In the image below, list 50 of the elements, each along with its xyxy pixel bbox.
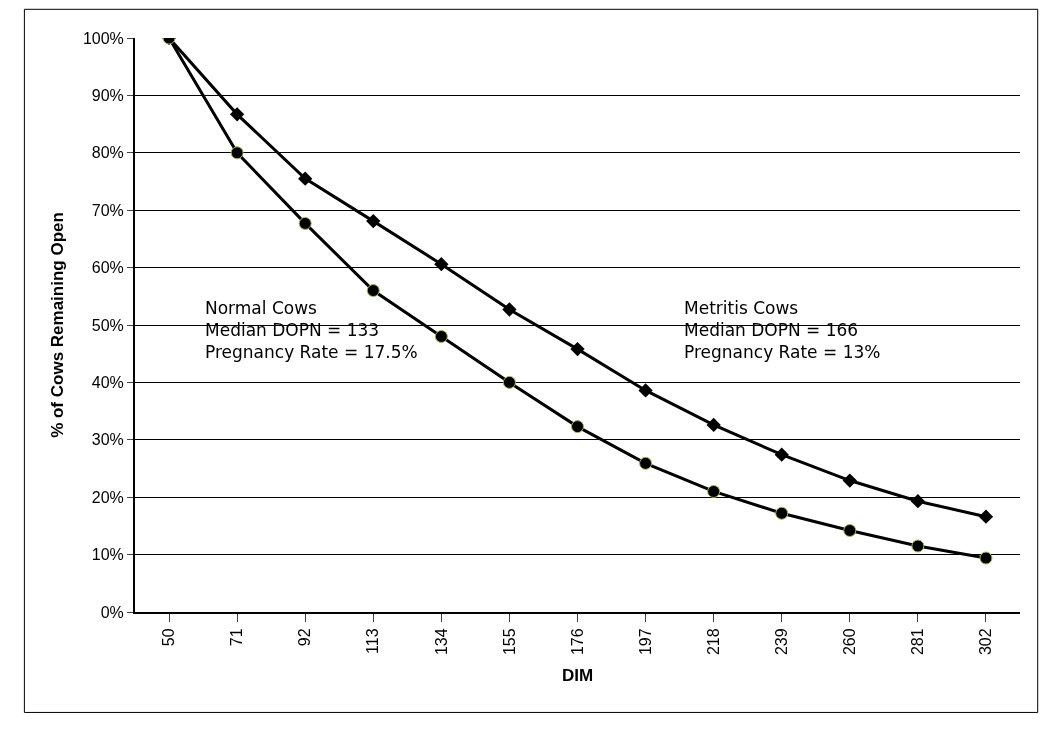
point	[366, 284, 380, 298]
y-tick-label: 80%	[91, 144, 124, 162]
x-tick-label: 92	[296, 628, 314, 647]
point	[298, 171, 313, 186]
point	[639, 456, 653, 470]
point	[843, 523, 857, 537]
point	[229, 107, 245, 122]
y-tick-label: 30%	[91, 431, 124, 449]
x-tick-label: 50	[160, 628, 178, 647]
point	[775, 506, 789, 520]
point	[842, 473, 857, 488]
point	[978, 509, 994, 524]
point	[571, 420, 584, 434]
x-tick-label: 302	[977, 628, 995, 656]
point	[638, 383, 653, 398]
point	[911, 539, 925, 553]
y-tick-label: 100%	[82, 29, 124, 47]
x-tick-label: 281	[909, 628, 927, 656]
y-tick-label: 60%	[91, 259, 124, 277]
x-tick-label: 155	[500, 628, 518, 656]
point	[230, 146, 244, 160]
point	[910, 494, 926, 509]
y-tick-label: 90%	[91, 87, 124, 104]
x-tick-label: 197	[636, 628, 654, 656]
point	[434, 257, 449, 272]
y-tick-label: 40%	[91, 374, 124, 391]
y-tick-label: 20%	[91, 488, 124, 506]
x-tick-label: 239	[772, 628, 790, 656]
point	[366, 213, 381, 229]
point	[979, 551, 993, 565]
point	[298, 216, 312, 230]
x-tick-label: 113	[364, 628, 382, 654]
x-tick-label: 134	[432, 628, 450, 656]
x-tick-label: 71	[228, 628, 246, 647]
point	[502, 375, 516, 389]
point	[570, 341, 585, 357]
x-tick-label: 218	[704, 628, 722, 656]
x-axis-title: DIM	[561, 666, 594, 685]
point	[706, 417, 721, 433]
y-tick-label: 50%	[91, 316, 124, 334]
point	[434, 329, 448, 343]
x-tick-label: 176	[568, 628, 586, 656]
point	[774, 447, 789, 462]
point	[707, 484, 721, 498]
y-tick-label: 70%	[91, 201, 124, 219]
y-axis-title: % of Cows Remaining Open	[47, 212, 67, 438]
y-tick-label: 10%	[91, 546, 124, 564]
y-tick-label: 0%	[100, 603, 124, 621]
x-tick-label: 260	[841, 628, 859, 656]
point	[502, 302, 517, 317]
